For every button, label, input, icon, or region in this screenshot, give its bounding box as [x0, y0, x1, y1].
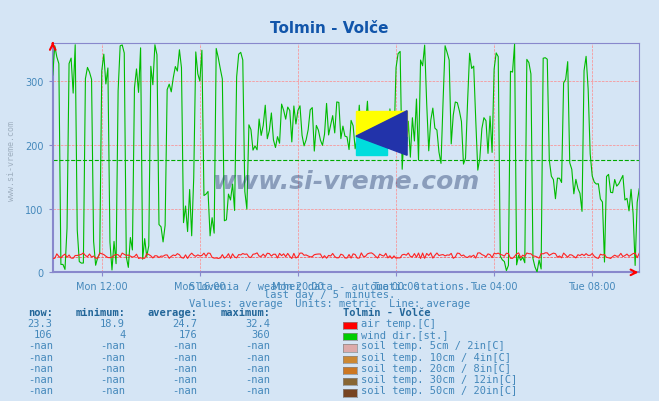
- Text: -nan: -nan: [245, 385, 270, 395]
- Text: soil temp. 50cm / 20in[C]: soil temp. 50cm / 20in[C]: [361, 385, 517, 395]
- Text: Values: average  Units: metric  Line: average: Values: average Units: metric Line: aver…: [189, 298, 470, 308]
- Text: -nan: -nan: [28, 363, 53, 373]
- Bar: [356, 111, 407, 137]
- Text: now:: now:: [28, 307, 53, 317]
- Text: www.si-vreme.com: www.si-vreme.com: [212, 169, 480, 193]
- Text: -nan: -nan: [245, 340, 270, 350]
- Text: -nan: -nan: [173, 340, 198, 350]
- Text: -nan: -nan: [28, 385, 53, 395]
- Text: -nan: -nan: [245, 374, 270, 384]
- Text: 18.9: 18.9: [100, 318, 125, 328]
- Text: -nan: -nan: [100, 363, 125, 373]
- Text: average:: average:: [148, 307, 198, 317]
- Text: -nan: -nan: [173, 363, 198, 373]
- Text: 32.4: 32.4: [245, 318, 270, 328]
- Text: air temp.[C]: air temp.[C]: [361, 318, 436, 328]
- Text: -nan: -nan: [28, 340, 53, 350]
- Text: soil temp. 30cm / 12in[C]: soil temp. 30cm / 12in[C]: [361, 374, 517, 384]
- Text: last day / 5 minutes.: last day / 5 minutes.: [264, 290, 395, 300]
- Text: 360: 360: [252, 329, 270, 339]
- Text: -nan: -nan: [173, 385, 198, 395]
- Text: soil temp. 5cm / 2in[C]: soil temp. 5cm / 2in[C]: [361, 340, 505, 350]
- Text: Tolmin - Volče: Tolmin - Volče: [343, 307, 430, 317]
- Text: -nan: -nan: [173, 352, 198, 362]
- Text: -nan: -nan: [245, 352, 270, 362]
- Text: soil temp. 10cm / 4in[C]: soil temp. 10cm / 4in[C]: [361, 352, 511, 362]
- Text: wind dir.[st.]: wind dir.[st.]: [361, 329, 449, 339]
- Text: -nan: -nan: [28, 352, 53, 362]
- Text: 24.7: 24.7: [173, 318, 198, 328]
- Text: -nan: -nan: [100, 352, 125, 362]
- Text: -nan: -nan: [28, 374, 53, 384]
- Text: Slovenia / weather data - automatic stations.: Slovenia / weather data - automatic stat…: [189, 282, 470, 292]
- Text: 176: 176: [179, 329, 198, 339]
- Text: 4: 4: [119, 329, 125, 339]
- Polygon shape: [356, 111, 407, 156]
- Bar: [356, 137, 387, 156]
- Text: soil temp. 20cm / 8in[C]: soil temp. 20cm / 8in[C]: [361, 363, 511, 373]
- Text: maximum:: maximum:: [220, 307, 270, 317]
- Text: -nan: -nan: [173, 374, 198, 384]
- Text: www.si-vreme.com: www.si-vreme.com: [7, 120, 16, 200]
- Text: 23.3: 23.3: [28, 318, 53, 328]
- Text: -nan: -nan: [100, 340, 125, 350]
- Text: -nan: -nan: [245, 363, 270, 373]
- Text: 106: 106: [34, 329, 53, 339]
- Text: -nan: -nan: [100, 374, 125, 384]
- Text: -nan: -nan: [100, 385, 125, 395]
- Text: Tolmin - Volče: Tolmin - Volče: [270, 20, 389, 36]
- Text: minimum:: minimum:: [75, 307, 125, 317]
